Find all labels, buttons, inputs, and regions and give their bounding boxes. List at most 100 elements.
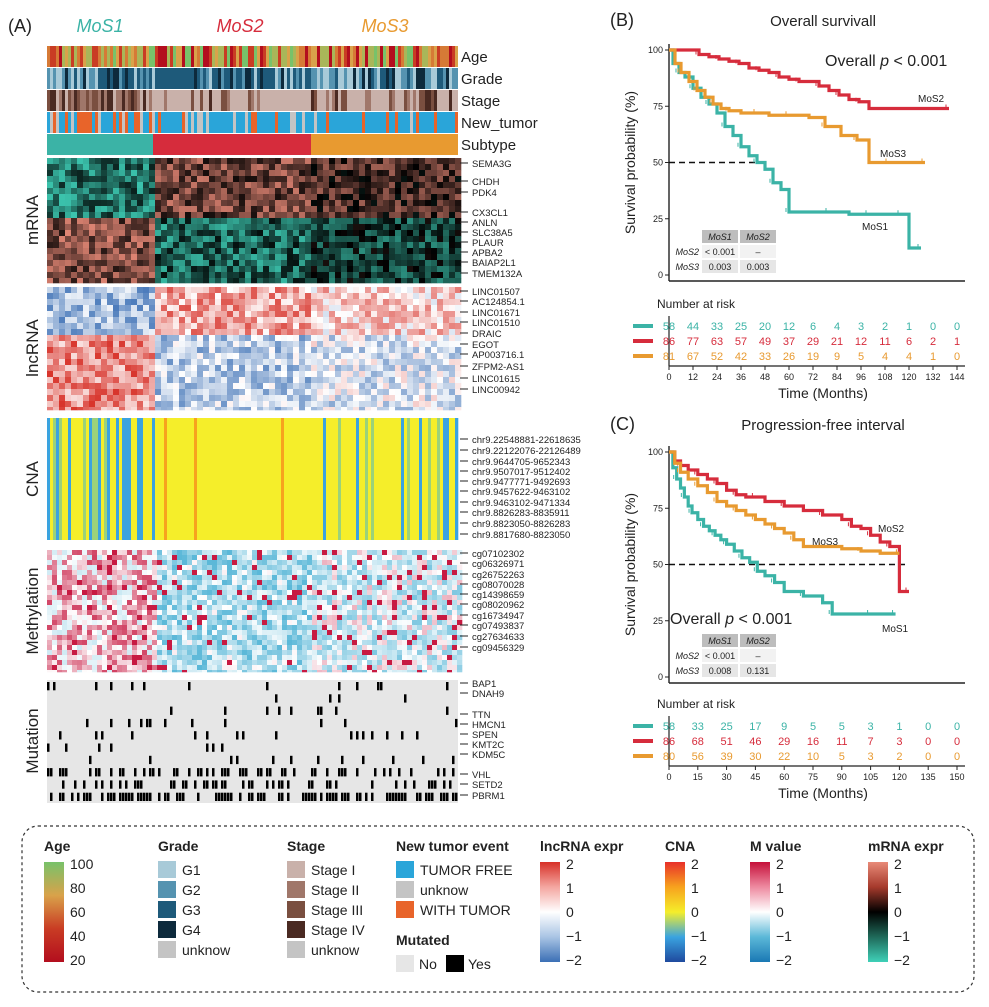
methylation-cell: [282, 570, 288, 576]
mrna-cell: [89, 242, 96, 249]
grade-cell: [326, 68, 329, 89]
lncrna-cell: [143, 287, 150, 294]
age-cell: [62, 46, 65, 67]
methylation-cell: [72, 560, 78, 566]
lncrna-cell: [227, 371, 234, 378]
mrna-cell: [299, 266, 306, 273]
lncrna-cell: [245, 383, 252, 390]
new-tumor-cell: [275, 112, 278, 133]
methylation-cell: [402, 605, 408, 611]
lncrna-cell: [449, 389, 456, 396]
methylation-cell: [327, 580, 333, 586]
lncrna-cell: [287, 365, 294, 372]
methylation-cell: [362, 555, 368, 561]
methylation-cell: [67, 610, 73, 616]
methylation-cell: [392, 595, 398, 601]
new-tumor-cell: [335, 112, 338, 133]
lncrna-cell: [257, 401, 264, 408]
mrna-cell: [155, 212, 162, 219]
mrna-cell: [125, 224, 132, 231]
stage-cell: [335, 90, 338, 111]
methylation-cell: [132, 630, 138, 636]
lncrna-cell: [137, 299, 144, 306]
lncrna-cell: [119, 395, 126, 402]
methylation-cell: [367, 590, 373, 596]
mrna-cell: [221, 170, 228, 177]
lncrna-cell: [287, 287, 294, 294]
lncrna-cell: [383, 293, 390, 300]
lncrna-cell: [197, 371, 204, 378]
mrna-cell: [419, 230, 426, 237]
lncrna-cell: [221, 359, 228, 366]
methylation-cell: [167, 595, 173, 601]
methylation-cell: [347, 605, 353, 611]
lncrna-cell: [185, 323, 192, 330]
lncrna-cell: [83, 371, 90, 378]
mrna-cell: [197, 236, 204, 243]
mrna-cell: [425, 242, 432, 249]
lncrna-cell: [395, 389, 402, 396]
mrna-cell: [47, 188, 54, 195]
stage-cell: [374, 90, 377, 111]
lncrna-cell: [407, 407, 414, 411]
methylation-cell: [277, 595, 283, 601]
methylation-cell: [257, 600, 263, 606]
mrna-cell: [245, 248, 252, 255]
lncrna-cell: [221, 341, 228, 348]
mrna-cell: [281, 212, 288, 219]
lncrna-cell: [137, 341, 144, 348]
mrna-cell: [221, 260, 228, 267]
mrna-cell: [425, 236, 432, 243]
mrna-cell: [365, 158, 372, 165]
methylation-cell: [407, 570, 413, 576]
mrna-cell: [389, 188, 396, 195]
lncrna-cell: [47, 323, 54, 330]
methylation-cell: [412, 550, 418, 556]
grade-cell: [110, 68, 113, 89]
methylation-cell: [197, 610, 203, 616]
lncrna-cell: [413, 395, 420, 402]
methylation-cell: [172, 580, 178, 586]
lncrna-cell: [341, 395, 348, 402]
methylation-cell: [107, 595, 113, 601]
mrna-cell: [401, 242, 408, 249]
mrna-cell: [365, 194, 372, 201]
age-cell: [245, 46, 248, 67]
mrna-cell: [167, 212, 174, 219]
lncrna-cell: [359, 353, 366, 360]
grade-cell: [170, 68, 173, 89]
mrna-cell: [257, 260, 264, 267]
mrna-cell: [413, 254, 420, 261]
lncrna-cell: [419, 311, 426, 318]
mrna-cell: [389, 224, 396, 231]
methylation-cell: [317, 610, 323, 616]
methylation-cell: [157, 620, 163, 626]
methylation-cell: [257, 565, 263, 571]
lncrna-cell: [89, 335, 96, 342]
lncrna-cell: [107, 329, 114, 336]
methylation-cell: [47, 550, 53, 556]
stage-cell: [203, 90, 206, 111]
mrna-cell: [431, 272, 438, 279]
methylation-cell: [337, 590, 343, 596]
lncrna-cell: [215, 299, 222, 306]
methylation-cell: [352, 585, 358, 591]
mrna-cell: [359, 242, 366, 249]
methylation-cell: [447, 550, 453, 556]
lncrna-cell: [149, 293, 156, 300]
lncrna-cell: [191, 353, 198, 360]
mrna-cell: [95, 170, 102, 177]
methylation-cell: [242, 565, 248, 571]
lncrna-cell: [431, 287, 438, 294]
methylation-cell: [92, 570, 98, 576]
lncrna-cell: [419, 341, 426, 348]
mrna-cell: [101, 200, 108, 207]
mrna-cell: [329, 176, 336, 183]
mrna-cell: [215, 236, 222, 243]
lncrna-cell: [197, 335, 204, 342]
mrna-cell: [191, 194, 198, 201]
lncrna-cell: [257, 389, 264, 396]
methylation-cell: [387, 550, 393, 556]
new-tumor-cell: [143, 112, 146, 133]
methylation-cell: [207, 620, 213, 626]
